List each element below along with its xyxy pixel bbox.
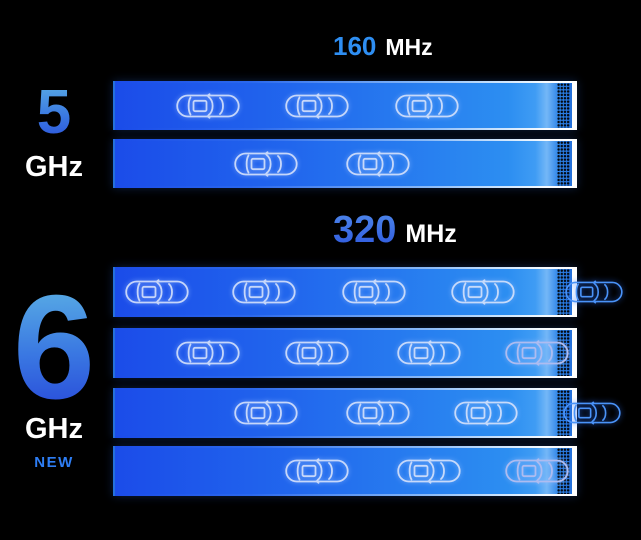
- car-top-view-icon: [565, 279, 623, 305]
- channel-bar-6ghz-3: [113, 388, 621, 438]
- bandwidth-title-160mhz: 160 MHz: [333, 31, 433, 62]
- car-top-view-icon: [176, 339, 240, 367]
- car-top-view-icon: [234, 399, 298, 427]
- car-top-view-icon: [285, 92, 349, 120]
- band-5ghz-number: 5: [14, 82, 94, 144]
- channel-bar-5ghz-2: [113, 139, 577, 188]
- band-5ghz-unit: GHz: [25, 150, 83, 183]
- band-6ghz-number: 6: [4, 273, 104, 422]
- car-top-view-icon: [346, 399, 410, 427]
- car-top-view-icon: [397, 457, 461, 485]
- car-top-view-icon: [125, 278, 189, 306]
- bandwidth-title-320mhz: 320 MHz: [333, 209, 457, 252]
- car-top-view-icon: [346, 150, 410, 178]
- car-top-view-icon: [505, 457, 569, 485]
- car-top-view-icon: [563, 400, 621, 426]
- channel-bar-6ghz-1: [113, 267, 623, 317]
- new-badge: NEW: [34, 454, 74, 472]
- car-top-view-icon: [454, 399, 518, 427]
- band-5ghz-label: 5 GHz: [14, 82, 94, 184]
- car-top-view-icon: [395, 92, 459, 120]
- car-top-view-icon: [451, 278, 515, 306]
- car-top-view-icon: [234, 150, 298, 178]
- bandwidth-unit-320: MHz: [405, 220, 457, 248]
- car-top-view-icon: [176, 92, 240, 120]
- car-top-view-icon: [285, 457, 349, 485]
- car-top-view-icon: [397, 339, 461, 367]
- channel-bar-6ghz-2: [113, 328, 577, 378]
- bandwidth-value-320: 320: [333, 209, 397, 251]
- channel-bar-6ghz-4: [113, 446, 577, 496]
- car-top-view-icon: [505, 339, 569, 367]
- channel-bar-5ghz-1: [113, 81, 577, 130]
- car-top-view-icon: [285, 339, 349, 367]
- bandwidth-value-160: 160: [333, 31, 377, 61]
- bandwidth-unit-160: MHz: [385, 34, 433, 60]
- band-6ghz-unit: GHz: [25, 413, 83, 446]
- car-top-view-icon: [342, 278, 406, 306]
- band-6ghz-label: 6 GHz NEW: [4, 273, 104, 472]
- car-top-view-icon: [232, 278, 296, 306]
